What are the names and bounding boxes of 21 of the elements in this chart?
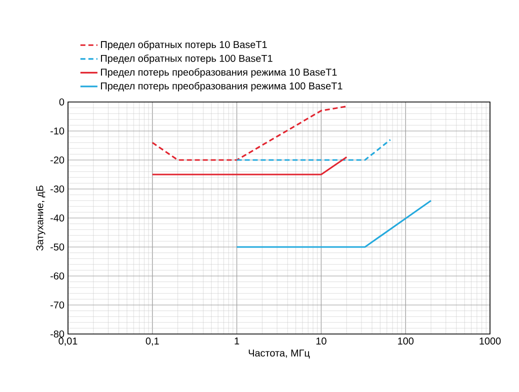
y-tick-label: -60 (50, 272, 64, 280)
y-tick-label: -10 (50, 127, 64, 135)
legend-label: Предел потерь преобразования режима 10 BaseT1 (101, 68, 337, 78)
y-tick-label: -20 (50, 156, 64, 164)
y-tick-label: -70 (50, 301, 64, 309)
legend-label: Предел обратных потерь 100 BaseT1 (101, 54, 272, 64)
y-tick-label: -50 (50, 243, 64, 251)
y-tick-label: -40 (50, 214, 64, 222)
legend-label: Предел обратных потерь 10 BaseT1 (101, 40, 267, 50)
x-tick-label: 0,01 (58, 338, 78, 346)
x-tick-label: 10 (316, 338, 326, 345)
y-tick-label: 0 (59, 98, 64, 106)
x-tick-label: 100 (398, 338, 414, 345)
x-tick-label: 0,1 (146, 338, 159, 346)
x-tick-label: 1 (234, 338, 240, 344)
y-tick-label: -80 (50, 330, 64, 338)
y-axis-title: Затухание, дБ (36, 186, 46, 251)
x-axis-title: Частота, МГц (248, 350, 310, 358)
x-tick-label: 1000 (480, 338, 501, 345)
y-tick-label: -30 (50, 185, 64, 193)
legend-label: Предел потерь преобразования режима 100 BaseT1 (101, 82, 342, 92)
